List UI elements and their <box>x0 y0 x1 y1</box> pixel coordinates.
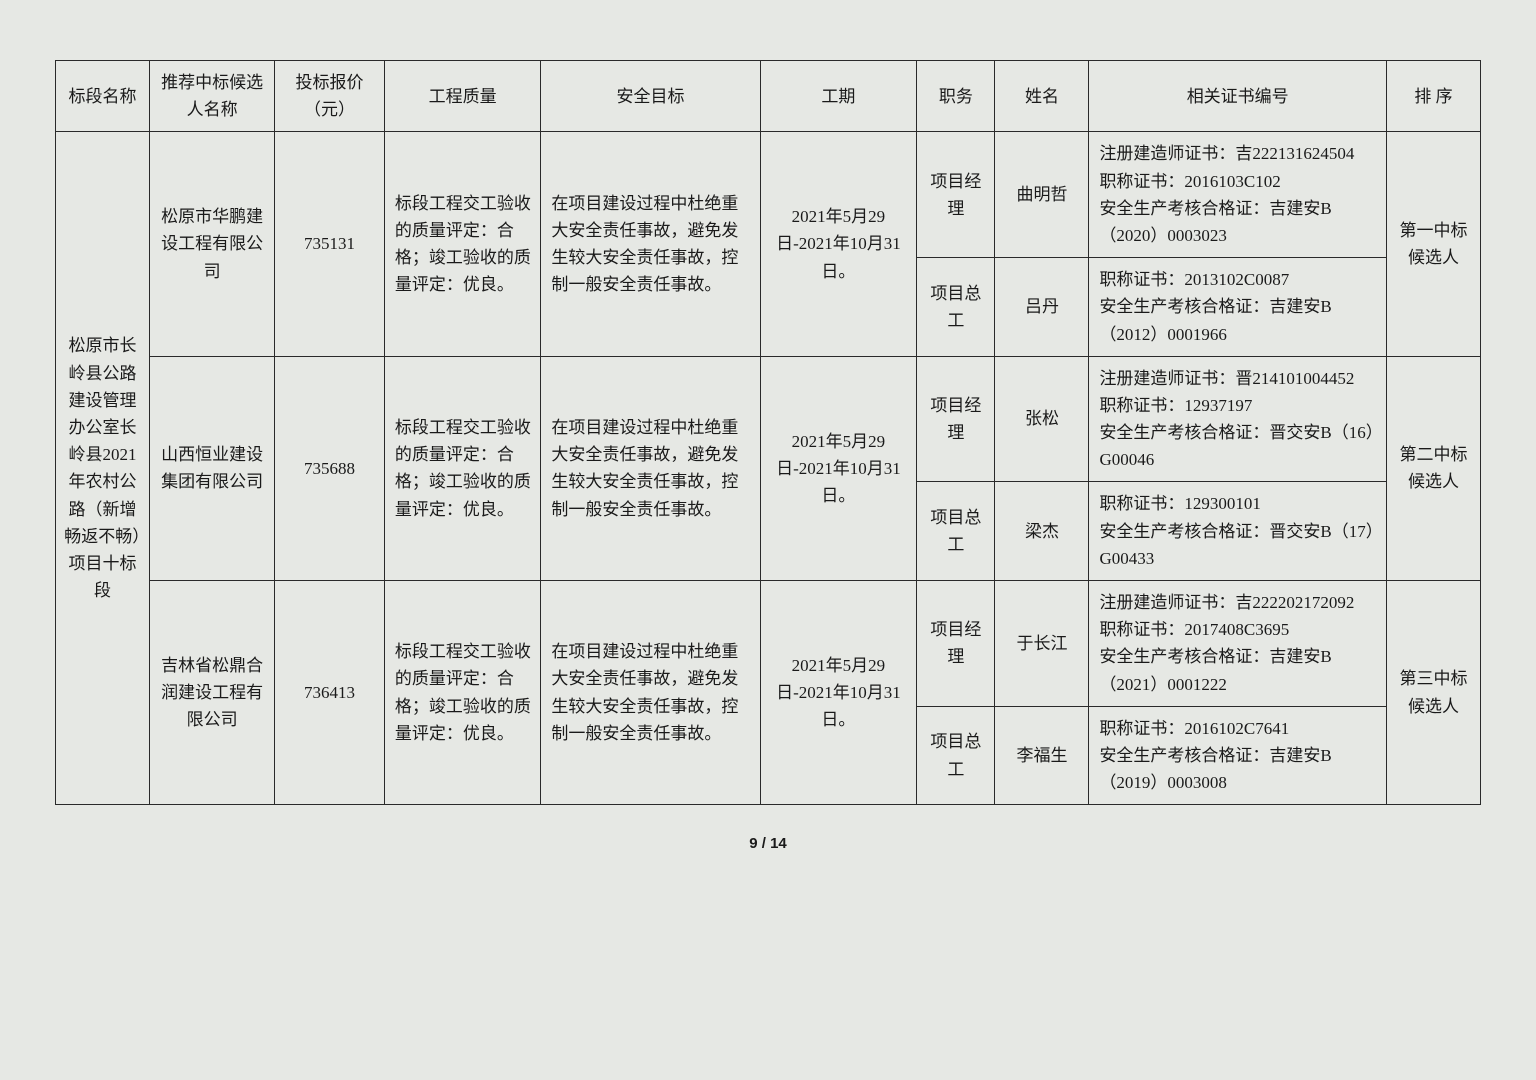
company-cell: 松原市华鹏建设工程有限公司 <box>149 132 274 356</box>
role-cell: 项目总工 <box>917 706 995 805</box>
cert-cell: 注册建造师证书：晋214101004452 职称证书：12937197 安全生产… <box>1089 356 1387 482</box>
name-cell: 梁杰 <box>995 482 1089 581</box>
price-cell: 735688 <box>275 356 385 580</box>
table-row: 吉林省松鼎合润建设工程有限公司736413标段工程交工验收的质量评定：合格；竣工… <box>56 581 1481 707</box>
period-cell: 2021年5月29日-2021年10月31日。 <box>760 132 917 356</box>
name-cell: 于长江 <box>995 581 1089 707</box>
page-footer: 9 / 14 <box>55 835 1481 852</box>
safety-cell: 在项目建设过程中杜绝重大安全责任事故，避免发生较大安全责任事故，控制一般安全责任… <box>541 132 760 356</box>
price-cell: 736413 <box>275 581 385 805</box>
rank-cell: 第二中标候选人 <box>1386 356 1480 580</box>
company-cell: 吉林省松鼎合润建设工程有限公司 <box>149 581 274 805</box>
cert-cell: 职称证书：129300101 安全生产考核合格证：晋交安B（17）G00433 <box>1089 482 1387 581</box>
cert-cell: 注册建造师证书：吉222131624504 职称证书：2016103C102 安… <box>1089 132 1387 258</box>
role-cell: 项目总工 <box>917 258 995 357</box>
name-cell: 吕丹 <box>995 258 1089 357</box>
rank-cell: 第一中标候选人 <box>1386 132 1480 356</box>
table-row: 山西恒业建设集团有限公司735688标段工程交工验收的质量评定：合格；竣工验收的… <box>56 356 1481 482</box>
name-cell: 张松 <box>995 356 1089 482</box>
section-name-cell: 松原市长岭县公路建设管理办公室长岭县2021年农村公路（新增畅返不畅）项目十标段 <box>56 132 150 805</box>
role-cell: 项目总工 <box>917 482 995 581</box>
header-company: 推荐中标候选人名称 <box>149 61 274 132</box>
rank-cell: 第三中标候选人 <box>1386 581 1480 805</box>
name-cell: 曲明哲 <box>995 132 1089 258</box>
bid-table: 标段名称 推荐中标候选人名称 投标报价（元） 工程质量 安全目标 工期 职务 姓… <box>55 60 1481 805</box>
quality-cell: 标段工程交工验收的质量评定：合格；竣工验收的质量评定：优良。 <box>384 132 541 356</box>
role-cell: 项目经理 <box>917 132 995 258</box>
header-rank: 排 序 <box>1386 61 1480 132</box>
safety-cell: 在项目建设过程中杜绝重大安全责任事故，避免发生较大安全责任事故，控制一般安全责任… <box>541 581 760 805</box>
header-name: 姓名 <box>995 61 1089 132</box>
cert-cell: 职称证书：2016102C7641 安全生产考核合格证：吉建安B（2019）00… <box>1089 706 1387 805</box>
period-cell: 2021年5月29日-2021年10月31日。 <box>760 356 917 580</box>
cert-cell: 职称证书：2013102C0087 安全生产考核合格证：吉建安B（2012）00… <box>1089 258 1387 357</box>
cert-cell: 注册建造师证书：吉222202172092 职称证书：2017408C3695 … <box>1089 581 1387 707</box>
header-period: 工期 <box>760 61 917 132</box>
header-role: 职务 <box>917 61 995 132</box>
header-safety: 安全目标 <box>541 61 760 132</box>
period-cell: 2021年5月29日-2021年10月31日。 <box>760 581 917 805</box>
role-cell: 项目经理 <box>917 581 995 707</box>
header-price: 投标报价（元） <box>275 61 385 132</box>
company-cell: 山西恒业建设集团有限公司 <box>149 356 274 580</box>
name-cell: 李福生 <box>995 706 1089 805</box>
quality-cell: 标段工程交工验收的质量评定：合格；竣工验收的质量评定：优良。 <box>384 581 541 805</box>
table-body: 松原市长岭县公路建设管理办公室长岭县2021年农村公路（新增畅返不畅）项目十标段… <box>56 132 1481 805</box>
header-section: 标段名称 <box>56 61 150 132</box>
table-row: 松原市长岭县公路建设管理办公室长岭县2021年农村公路（新增畅返不畅）项目十标段… <box>56 132 1481 258</box>
header-row: 标段名称 推荐中标候选人名称 投标报价（元） 工程质量 安全目标 工期 职务 姓… <box>56 61 1481 132</box>
quality-cell: 标段工程交工验收的质量评定：合格；竣工验收的质量评定：优良。 <box>384 356 541 580</box>
role-cell: 项目经理 <box>917 356 995 482</box>
header-quality: 工程质量 <box>384 61 541 132</box>
safety-cell: 在项目建设过程中杜绝重大安全责任事故，避免发生较大安全责任事故，控制一般安全责任… <box>541 356 760 580</box>
header-cert: 相关证书编号 <box>1089 61 1387 132</box>
price-cell: 735131 <box>275 132 385 356</box>
